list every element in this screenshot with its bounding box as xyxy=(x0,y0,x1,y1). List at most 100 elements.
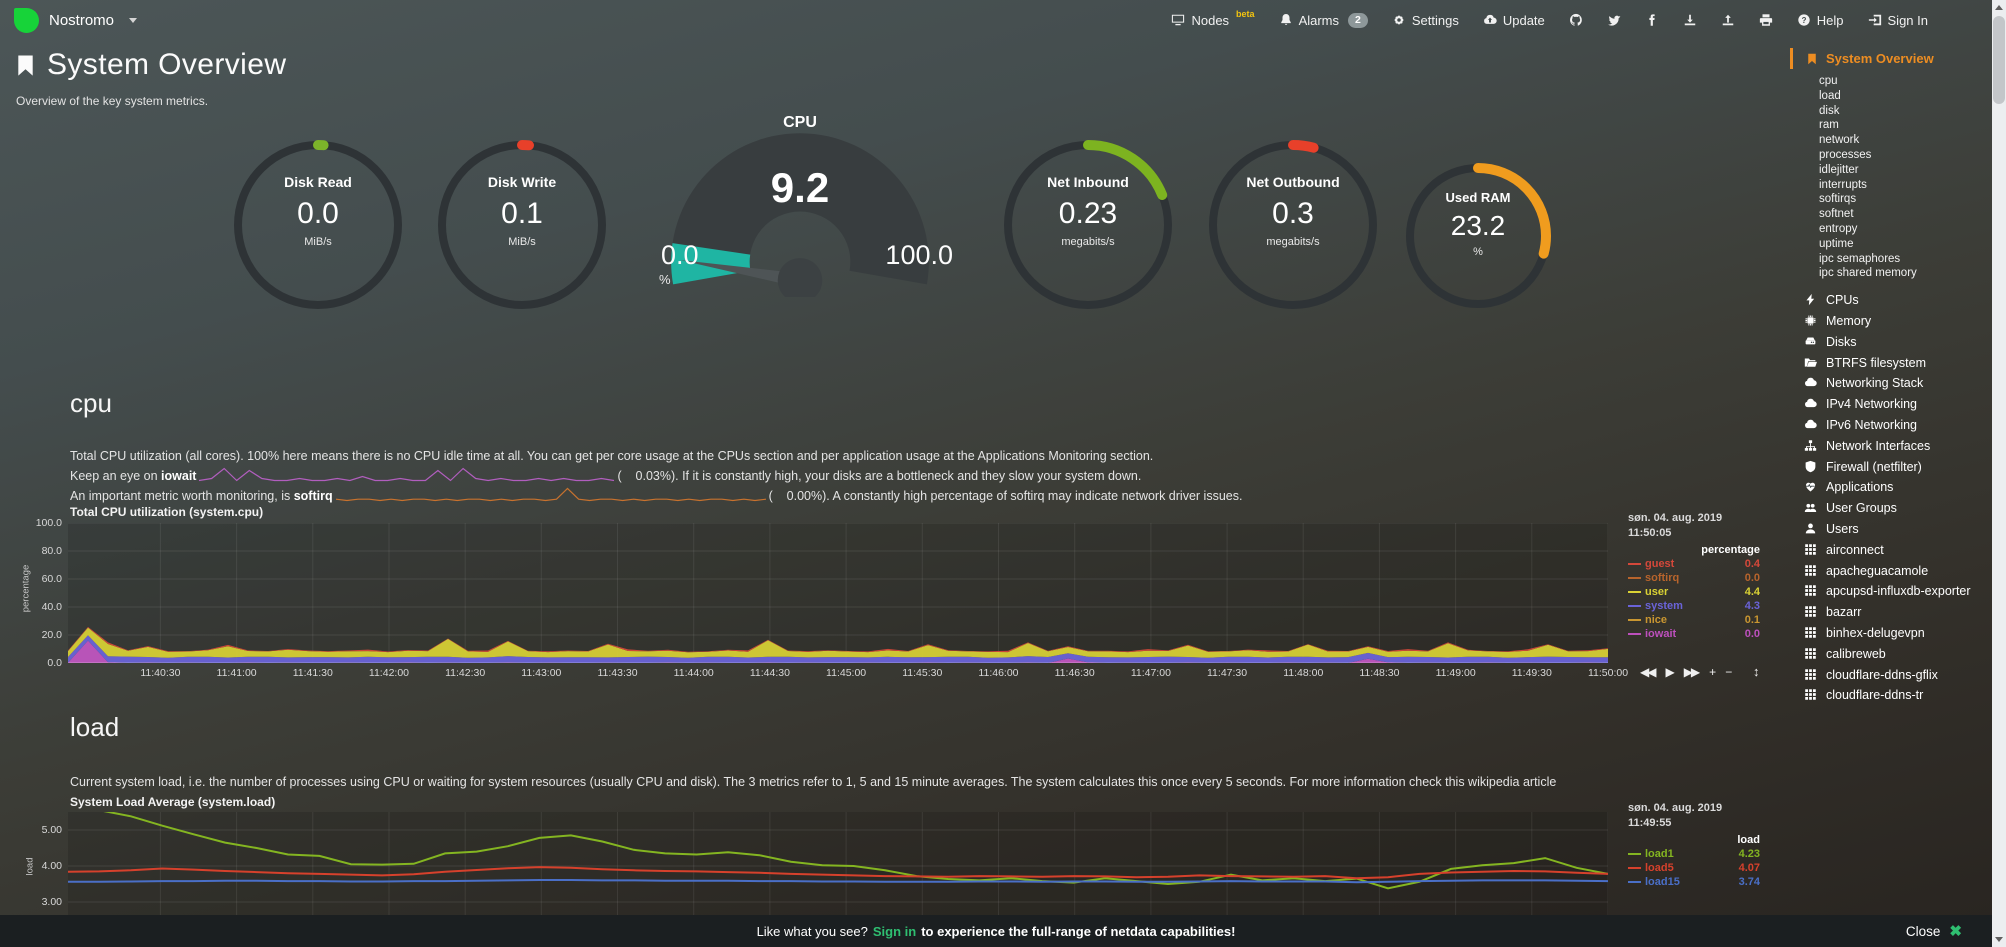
legend-row-load5[interactable]: load5 4.07 xyxy=(1628,861,1760,875)
top-navigation-bar: Nostromo Nodes beta Alarms 2 Settings Up… xyxy=(0,0,1992,40)
sidebar-item-bazarr[interactable]: bazarr xyxy=(1790,602,1992,623)
sidebar-subitem-processes[interactable]: processes xyxy=(1819,148,1872,161)
legend-time: 11:50:05 xyxy=(1628,527,1672,539)
sidebar-subitem-uptime[interactable]: uptime xyxy=(1819,237,1854,250)
sidebar-item-airconnect[interactable]: airconnect xyxy=(1790,540,1992,561)
import-button[interactable] xyxy=(1671,13,1709,27)
sidebar-subitem-softirqs[interactable]: softirqs xyxy=(1819,193,1857,206)
sidebar-item-btrfs-filesystem[interactable]: BTRFS filesystem xyxy=(1790,353,1992,374)
gauge-disk-read[interactable]: Disk Read 0.0 MiB/s xyxy=(230,137,406,313)
sidebar-subitem-disk[interactable]: disk xyxy=(1819,104,1840,117)
legend-row-user[interactable]: user 4.4 xyxy=(1628,585,1760,599)
banner-close: Close ✖ xyxy=(1906,922,1962,940)
facebook-button[interactable] xyxy=(1633,13,1671,27)
cpu-utilization-chart[interactable]: Total CPU utilization (system.cpu) percen… xyxy=(0,505,1790,697)
sidebar-item-cpus[interactable]: CPUs xyxy=(1790,290,1992,311)
gauge-used-ram[interactable]: Used RAM 23.2% xyxy=(1402,160,1554,312)
facebook-icon xyxy=(1649,14,1655,26)
sidebar-sections: CPUs Memory Disks BTRFS filesystem Networkin… xyxy=(1790,290,1992,540)
sidebar-subitem-softnet[interactable]: softnet xyxy=(1819,208,1854,221)
sidebar-item-apacheguacamole[interactable]: apacheguacamole xyxy=(1790,561,1992,582)
legend-dash-icon xyxy=(1628,577,1641,579)
sidebar-subitem-network[interactable]: network xyxy=(1819,134,1860,147)
sidebar-item-cloudflare-ddns-gflix[interactable]: cloudflare-ddns-gflix xyxy=(1790,665,1992,686)
cpu-gauge-title: CPU xyxy=(783,114,817,131)
zoom-out-button[interactable]: − xyxy=(1725,665,1732,679)
scroll-up-arrow-icon[interactable] xyxy=(1995,5,2003,10)
sidebar-item-user-groups[interactable]: User Groups xyxy=(1790,498,1992,519)
export-button[interactable] xyxy=(1709,13,1747,27)
x-tick-label: 11:44:00 xyxy=(673,667,714,679)
help-label: Help xyxy=(1816,12,1844,28)
zoom-in-button[interactable]: + xyxy=(1709,665,1716,679)
sidebar-subitem-load[interactable]: load xyxy=(1819,89,1841,102)
gauge-net-inbound[interactable]: Net Inbound 0.23 megabits/s xyxy=(1000,137,1176,313)
sidebar-subitem-entropy[interactable]: entropy xyxy=(1819,222,1858,235)
sidebar-item-cloudflare-ddns-tr[interactable]: cloudflare-ddns-tr xyxy=(1790,685,1992,706)
alarms-button[interactable]: Alarms 2 xyxy=(1267,12,1380,28)
nodes-button[interactable]: Nodes beta xyxy=(1159,9,1266,28)
sign-in-icon xyxy=(1868,14,1881,26)
legend-dash-icon xyxy=(1628,563,1641,565)
sidebar-item-disks[interactable]: Disks xyxy=(1790,332,1992,353)
play-button[interactable]: ▶ xyxy=(1665,665,1674,679)
scrollbar-thumb[interactable] xyxy=(1993,16,2005,104)
sidebar-item-apcupsd-influxdb-exporter[interactable]: apcupsd-influxdb-exporter xyxy=(1790,581,1992,602)
legend-row-load1[interactable]: load1 4.23 xyxy=(1628,847,1760,861)
alarms-count-badge: 2 xyxy=(1348,12,1368,28)
sidebar-item-users[interactable]: Users xyxy=(1790,519,1992,540)
cpu-gauge-chart[interactable]: CPU 9.2 0.0 100.0 % xyxy=(645,114,955,324)
sidebar-item-network-interfaces[interactable]: Network Interfaces xyxy=(1790,436,1992,457)
sidebar-subitem-ram[interactable]: ram xyxy=(1819,119,1839,132)
sidebar-item-applications[interactable]: Applications xyxy=(1790,477,1992,498)
resize-handle-icon[interactable]: ↕ xyxy=(1753,664,1760,679)
sign-in-button[interactable]: Sign In xyxy=(1856,13,1940,28)
sidebar-item-ipv4-networking[interactable]: IPv4 Networking xyxy=(1790,394,1992,415)
legend-row-system[interactable]: system 4.3 xyxy=(1628,599,1760,613)
sidebar-subitem-interrupts[interactable]: interrupts xyxy=(1819,178,1867,191)
scroll-down-arrow-icon[interactable] xyxy=(1995,937,2003,942)
grid-icon xyxy=(1804,668,1817,681)
cpu-desc-line1: Total CPU utilization (all cores). 100% … xyxy=(70,449,1154,463)
github-button[interactable] xyxy=(1557,13,1595,27)
legend-row-nice[interactable]: nice 0.1 xyxy=(1628,613,1760,627)
sidebar-item-calibreweb[interactable]: calibreweb xyxy=(1790,644,1992,665)
sidebar-item-label: Users xyxy=(1826,521,1859,536)
sidebar-subitem-idlejitter[interactable]: idlejitter xyxy=(1819,163,1859,176)
grid-icon xyxy=(1804,543,1817,556)
cpu-desc-line3: An important metric worth monitoring, is… xyxy=(70,487,1243,503)
sidebar-subitem-ipc-shared-memory[interactable]: ipc shared memory xyxy=(1819,267,1917,280)
users-icon xyxy=(1804,501,1817,514)
close-icon[interactable]: ✖ xyxy=(1949,923,1962,940)
backward-button[interactable]: ◀◀ xyxy=(1640,665,1657,679)
legend-dash-icon xyxy=(1628,591,1641,593)
x-tick-label: 11:42:00 xyxy=(368,667,409,679)
settings-button[interactable]: Settings xyxy=(1380,13,1471,28)
sidebar-item-firewall-netfilter[interactable]: Firewall (netfilter) xyxy=(1790,457,1992,478)
chart-plot-area[interactable] xyxy=(68,523,1608,663)
sidebar-subitem-cpu[interactable]: cpu xyxy=(1819,75,1838,87)
legend-row-guest[interactable]: guest 0.4 xyxy=(1628,557,1760,571)
sidebar-subitem-ipc-semaphores[interactable]: ipc semaphores xyxy=(1819,252,1901,265)
cpu-gauge-arc xyxy=(671,133,929,297)
print-button[interactable] xyxy=(1747,13,1785,27)
x-tick-label: 11:42:30 xyxy=(445,667,486,679)
sidebar-item-ipv6-networking[interactable]: IPv6 Networking xyxy=(1790,415,1992,436)
legend-row-iowait[interactable]: iowait 0.0 xyxy=(1628,627,1760,641)
sidebar-item-networking-stack[interactable]: Networking Stack xyxy=(1790,373,1992,394)
gauge-value: 0.3 xyxy=(1272,197,1314,230)
node-selector[interactable]: Nostromo xyxy=(14,7,138,33)
update-button[interactable]: Update xyxy=(1471,13,1557,28)
gauge-disk-write[interactable]: Disk Write 0.1 MiB/s xyxy=(434,137,610,313)
forward-button[interactable]: ▶▶ xyxy=(1683,665,1701,679)
x-tick-label: 11:48:00 xyxy=(1283,667,1324,679)
sidebar-item-memory[interactable]: Memory xyxy=(1790,311,1992,332)
twitter-button[interactable] xyxy=(1595,13,1633,27)
legend-row-load15[interactable]: load15 3.74 xyxy=(1628,875,1760,889)
banner-signin-link[interactable]: Sign in xyxy=(872,923,917,939)
sidebar-item-binhex-delugevpn[interactable]: binhex-delugevpn xyxy=(1790,623,1992,644)
legend-row-softirq[interactable]: softirq 0.0 xyxy=(1628,571,1760,585)
gauge-net-outbound[interactable]: Net Outbound 0.3 megabits/s xyxy=(1205,137,1381,313)
sidebar-item-system-overview[interactable]: System Overview xyxy=(1790,48,1992,69)
help-button[interactable]: ? Help xyxy=(1785,13,1856,28)
